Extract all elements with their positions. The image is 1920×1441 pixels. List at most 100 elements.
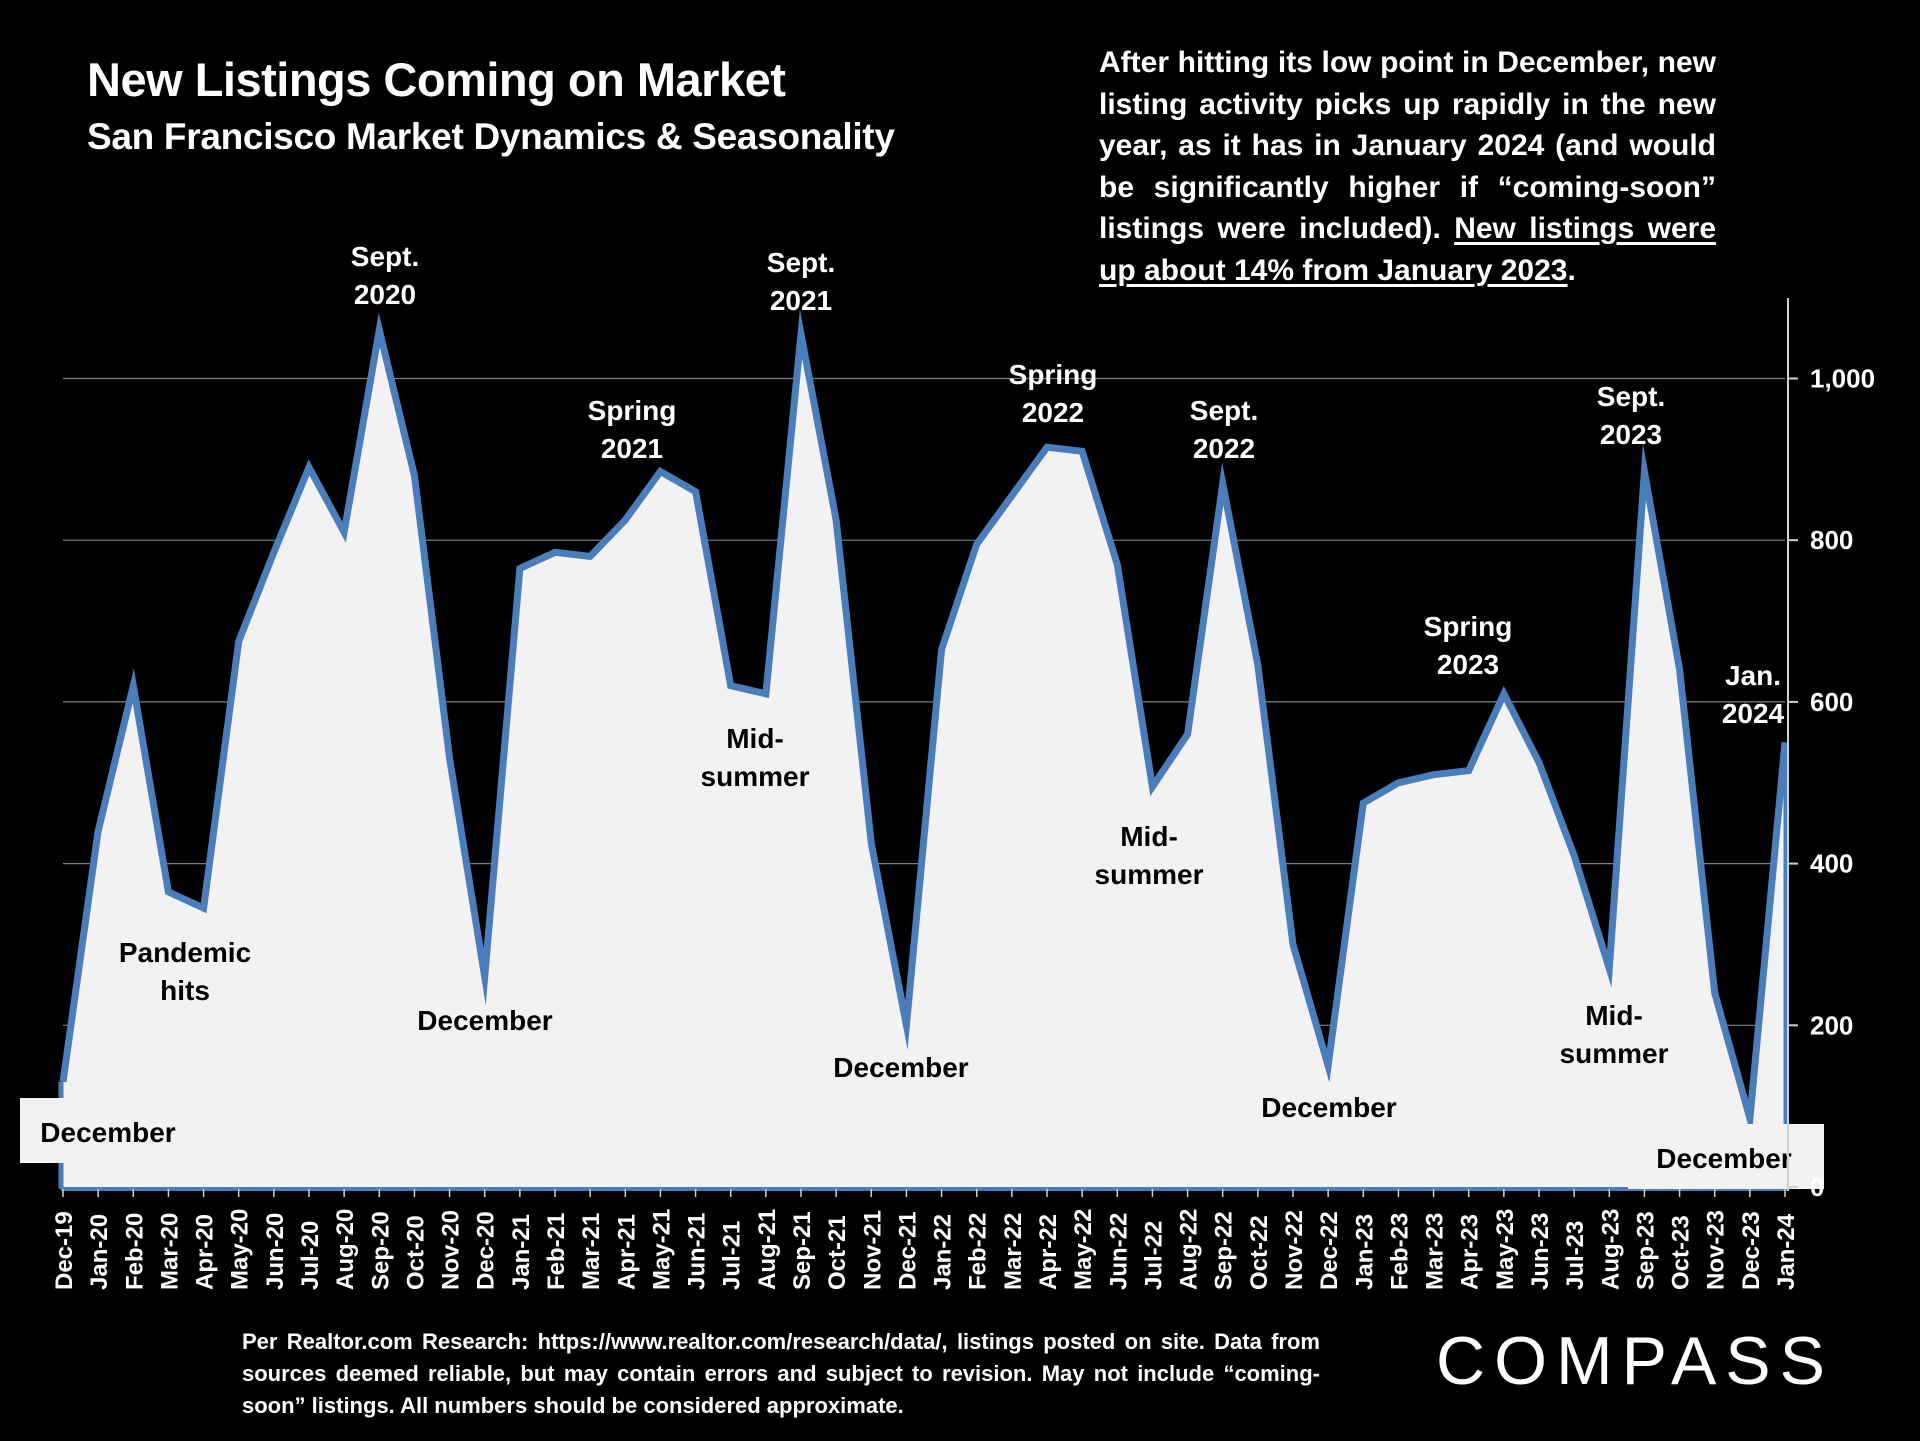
- x-tick-label: Jun-22: [1105, 1213, 1132, 1290]
- annotations: December Pandemic hits Sept. 2020 December Spr…: [40, 241, 1792, 1174]
- annotation-label: Jan.: [1725, 660, 1781, 691]
- commentary-text: After hitting its low point in December,…: [1099, 46, 1716, 245]
- annotation-label: summer: [701, 761, 810, 792]
- x-tick-label: Oct-23: [1668, 1215, 1695, 1290]
- annotation-label: 2024: [1722, 698, 1785, 729]
- x-tick-label: Dec-19: [51, 1211, 78, 1290]
- x-tick-label: May-20: [227, 1209, 254, 1290]
- x-tick-label: May-23: [1492, 1209, 1519, 1290]
- annotation-label: 2023: [1600, 419, 1662, 450]
- x-tick-label: Sep-23: [1632, 1211, 1659, 1290]
- annotation-label: 2021: [770, 285, 832, 316]
- x-tick-label: Sep-20: [367, 1211, 394, 1290]
- annotation-label: 2022: [1022, 397, 1084, 428]
- x-tick-label: Oct-21: [824, 1215, 851, 1290]
- x-tick-label: Dec-20: [473, 1211, 500, 1290]
- x-tick-label: Aug-21: [754, 1209, 781, 1290]
- annotation-bg: [1628, 1124, 1824, 1189]
- y-tick-label: 800: [1810, 525, 1853, 555]
- x-tick-label: Feb-21: [543, 1213, 570, 1290]
- x-tick-label: Apr-23: [1457, 1214, 1484, 1290]
- y-tick-label: 0: [1810, 1172, 1824, 1202]
- x-tick-label: Jun-20: [262, 1213, 289, 1290]
- x-tick-label: Sep-21: [789, 1211, 816, 1290]
- x-tick-label: May-22: [1070, 1209, 1097, 1290]
- x-tick-label: Jan-22: [930, 1214, 957, 1290]
- annotation-label: 2023: [1437, 649, 1499, 680]
- x-tick-label: Dec-21: [894, 1211, 921, 1290]
- area-layer: [58, 309, 1789, 1191]
- area-fill: [63, 330, 1785, 1187]
- annotation-label: 2022: [1193, 433, 1255, 464]
- annotation-label: Mid-: [1120, 821, 1178, 852]
- x-tick-label: Feb-23: [1386, 1213, 1413, 1290]
- annotation-label: December: [417, 1005, 553, 1036]
- y-tick-label: 1,000: [1810, 364, 1875, 394]
- x-tick-label: Apr-21: [613, 1214, 640, 1290]
- x-tick-label: Jul-20: [297, 1221, 324, 1290]
- y-tick-label: 200: [1810, 1010, 1853, 1040]
- x-tick-label: Mar-20: [156, 1213, 183, 1290]
- x-tick-label: Jan-20: [86, 1214, 113, 1290]
- x-tick-label: Apr-20: [192, 1214, 219, 1290]
- x-tick-label: May-21: [648, 1209, 675, 1290]
- commentary-highlight: New listings were up about 14% from Janu…: [1099, 212, 1717, 287]
- x-tick-label: Mar-21: [578, 1213, 605, 1290]
- x-tick-label: Oct-22: [1246, 1215, 1273, 1290]
- annotation-label: December: [1261, 1092, 1397, 1123]
- x-axis: Dec-19 Jan-20 Feb-20 Mar-20 Apr-20 May-20 Jun-…: [51, 1189, 1800, 1290]
- x-tick-label: Nov-20: [438, 1210, 465, 1290]
- x-tick-label: Feb-20: [121, 1213, 148, 1290]
- annotation-label: Sept.: [351, 241, 419, 272]
- x-tick-label: Aug-20: [332, 1209, 359, 1290]
- annotation-label: December: [833, 1052, 969, 1083]
- y-tick-label: 600: [1810, 687, 1853, 717]
- annotation-label: Pandemic: [119, 937, 251, 968]
- annotation-label: summer: [1095, 859, 1204, 890]
- annotation-label: Sept.: [767, 247, 835, 278]
- commentary-end: .: [1567, 253, 1576, 287]
- x-tick-label: Oct-20: [402, 1215, 429, 1290]
- x-tick-label: Sep-22: [1211, 1211, 1238, 1290]
- y-axis: 0 200 400 600 800 1,000: [1787, 298, 1875, 1202]
- chart-title: New Listings Coming on Market: [87, 53, 786, 106]
- x-tick-label: Nov-22: [1281, 1210, 1308, 1290]
- x-tick-label: Jul-22: [1140, 1221, 1167, 1290]
- annotation-label: hits: [160, 975, 210, 1006]
- x-tick-label: Mar-23: [1422, 1213, 1449, 1290]
- chart-subtitle: San Francisco Market Dynamics & Seasonal…: [87, 116, 895, 157]
- x-tick-label: Feb-22: [965, 1213, 992, 1290]
- x-tick-label: Jun-21: [684, 1213, 711, 1290]
- annotation-label: Spring: [1009, 359, 1098, 390]
- x-tick-label: Jan-24: [1773, 1213, 1800, 1290]
- x-tick-label: Nov-23: [1703, 1210, 1730, 1290]
- x-tick-label: Jan-21: [508, 1214, 535, 1290]
- x-tick-label: Mar-22: [1000, 1213, 1027, 1290]
- annotation-label: December: [40, 1117, 176, 1148]
- annotation-backgrounds: [20, 1098, 1824, 1189]
- annotation-label: summer: [1560, 1038, 1669, 1069]
- x-tick-label: Jun-23: [1527, 1213, 1554, 1290]
- commentary-note: After hitting its low point in December,…: [1099, 42, 1716, 291]
- annotation-label: Mid-: [726, 723, 784, 754]
- annotation-label: Mid-: [1585, 1000, 1643, 1031]
- compass-logo: COMPASS: [1436, 1323, 1835, 1399]
- annotation-label: Spring: [1424, 611, 1513, 642]
- x-tick-label: Apr-22: [1035, 1214, 1062, 1290]
- annotation-label: Spring: [588, 395, 677, 426]
- annotation-label: 2020: [354, 279, 416, 310]
- x-tick-label: Jul-21: [719, 1221, 746, 1290]
- x-tick-label: Jul-23: [1562, 1221, 1589, 1290]
- x-tick-label: Dec-23: [1738, 1211, 1765, 1290]
- x-tick-label: Aug-23: [1597, 1209, 1624, 1290]
- annotation-bg: [20, 1098, 178, 1163]
- annotation-label: Sept.: [1190, 395, 1258, 426]
- annotation-label: 2021: [601, 433, 663, 464]
- x-tick-label: Nov-21: [859, 1210, 886, 1290]
- x-tick-label: Dec-22: [1316, 1211, 1343, 1290]
- annotation-label: Sept.: [1597, 381, 1665, 412]
- source-footnote: Per Realtor.com Research: https://www.re…: [242, 1329, 1320, 1418]
- annotation-label: December: [1656, 1143, 1792, 1174]
- x-tick-label: Jan-23: [1351, 1214, 1378, 1290]
